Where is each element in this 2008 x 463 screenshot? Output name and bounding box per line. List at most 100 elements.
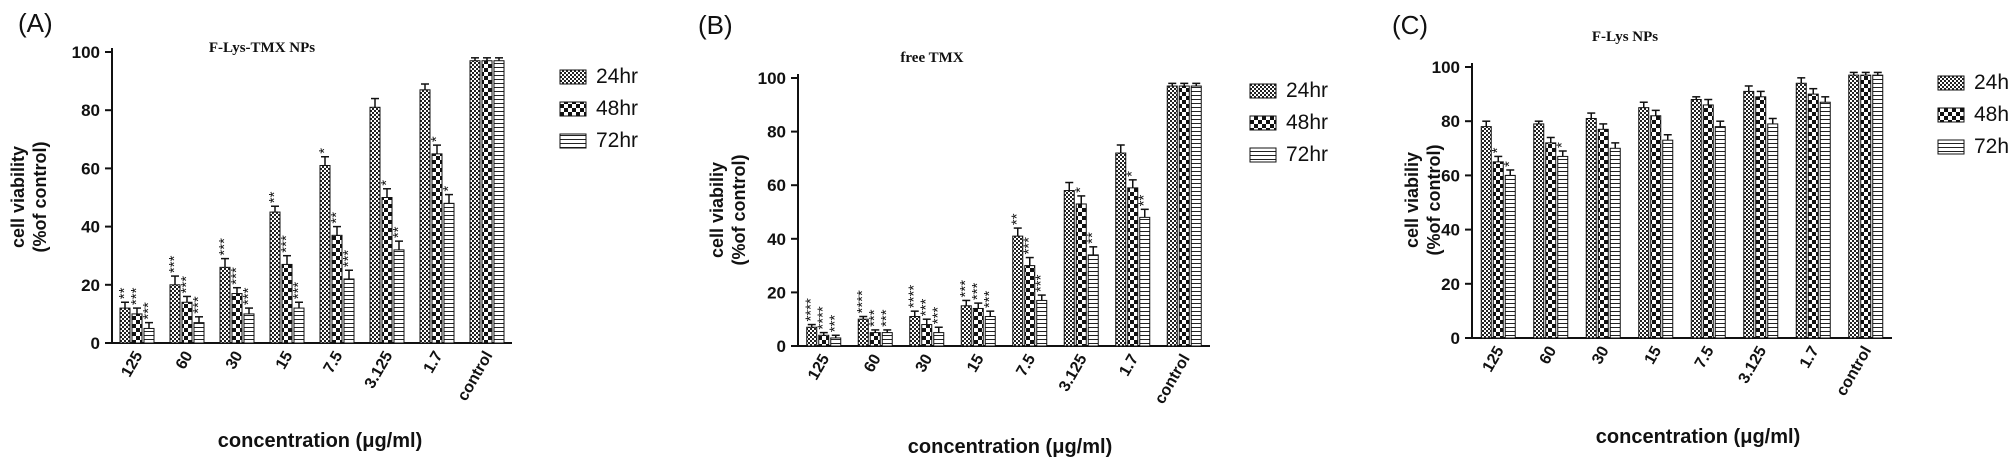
significance-label: *** [140, 302, 157, 320]
bar-72hr-control [493, 60, 505, 344]
significance-label: *** [878, 309, 895, 327]
y-axis-label: cell viabiliy (%of control) [1402, 145, 1444, 256]
bar-48hr-15 [972, 307, 984, 347]
legend-swatch-48hr [1937, 107, 1965, 123]
bar-48hr-125 [1492, 161, 1504, 339]
bar-48hr-1.7 [1127, 187, 1139, 347]
x-tick-label: 60 [1537, 343, 1561, 367]
legend-swatch-48hr [1249, 115, 1277, 131]
significance-label: *** [278, 235, 295, 253]
significance-label: * [378, 180, 395, 186]
x-tick-label: 15 [1642, 343, 1666, 367]
significance-label: *** [969, 282, 986, 300]
bar-48hr-3.125 [1755, 96, 1767, 339]
chart-panel-a: (A) F-Lys-TMX NPs 0 20 40 60 80 100 cell viabili… [0, 0, 680, 463]
legend-swatch-24hr [1249, 83, 1277, 99]
legend-label-48hr: 48hr [596, 97, 638, 120]
bar-24hr-1.7 [1795, 82, 1807, 339]
y-tick-label: 80 [1441, 112, 1460, 131]
y-tick-label: 40 [767, 230, 786, 249]
bar-24hr-15 [1638, 107, 1650, 339]
bar-48hr-3.125 [381, 197, 393, 344]
x-tick-label: 30 [1589, 343, 1613, 367]
bar-72hr-60 [881, 332, 893, 347]
significance-label: *** [240, 287, 257, 305]
bar-24hr-3.125 [1743, 90, 1755, 339]
bar-24hr-7.5 [1690, 99, 1702, 339]
bar-72hr-control [1190, 85, 1202, 347]
bar-72hr-7.5 [1036, 299, 1048, 347]
bar-48hr-7.5 [1702, 104, 1714, 339]
bar-72hr-30 [1609, 147, 1621, 339]
significance-label: * [1489, 147, 1506, 153]
bar-24hr-3.125 [369, 106, 381, 344]
significance-label: ** [1136, 194, 1153, 206]
bar-24hr-30 [909, 316, 921, 347]
significance-label: *** [190, 296, 207, 314]
x-axis-label: concentration (μg/ml) [1596, 426, 1800, 448]
bar-48hr-15 [1650, 115, 1662, 339]
significance-label: *** [981, 290, 998, 308]
significance-label: * [440, 186, 457, 192]
significance-label: *** [918, 299, 935, 317]
bar-72hr-1.7 [1819, 101, 1831, 339]
legend-label-48hr: 48hr [1286, 111, 1328, 134]
y-tick-label: 100 [758, 69, 786, 88]
significance-label: *** [957, 280, 974, 298]
significance-label: *** [216, 238, 233, 256]
bar-72hr-1.7 [1139, 216, 1151, 347]
x-tick-label: 1.7 [1797, 343, 1823, 371]
y-tick-label: 40 [81, 218, 100, 237]
bar-72hr-3.125 [1087, 254, 1099, 347]
y-tick-label: 20 [1441, 275, 1460, 294]
legend-swatch-48hr [559, 101, 587, 117]
significance-label: ** [1084, 232, 1101, 244]
bar-48hr-control [481, 60, 493, 344]
bar-24hr-15 [960, 305, 972, 347]
legend-label-24hr: 24hr [1974, 71, 2008, 94]
significance-label: * [1124, 171, 1141, 177]
significance-label: ** [116, 287, 133, 299]
bar-24hr-125 [119, 307, 131, 344]
x-tick-label: 1.7 [1116, 351, 1142, 379]
x-tick-label: 125 [805, 351, 833, 383]
legend-label-24hr: 24hr [596, 65, 638, 88]
bar-24hr-60 [1533, 123, 1545, 339]
significance-label: ** [390, 226, 407, 238]
x-tick-label: 7.5 [321, 348, 347, 376]
x-tick-label: 3.125 [362, 348, 397, 391]
y-axis-label-line2: (%of control) [30, 142, 50, 253]
significance-label: *** [1021, 237, 1038, 255]
bar-48hr-30 [1597, 128, 1609, 339]
bar-72hr-125 [830, 337, 842, 347]
y-tick-label: 20 [767, 283, 786, 302]
chart-title: F-Lys NPs [1592, 29, 1658, 45]
y-tick-label: 60 [1441, 166, 1460, 185]
y-tick-label: 20 [81, 276, 100, 295]
bar-24hr-control [469, 60, 481, 344]
bar-72hr-30 [243, 313, 255, 344]
bar-72hr-60 [1557, 155, 1569, 339]
bar-48hr-60 [1545, 142, 1557, 339]
chart-title: free TMX [900, 50, 963, 66]
significance-label: * [428, 136, 445, 142]
legend-swatch-72hr [1937, 139, 1965, 155]
chart-panel-b: (B) free TMX 0 20 40 60 80 100 cell viabiliy (%of… [690, 0, 1370, 463]
x-tick-label: control [1152, 352, 1194, 407]
bar-72hr-3.125 [1767, 123, 1779, 339]
x-tick-label: control [455, 349, 497, 404]
significance-label: ** [266, 191, 283, 203]
legend-label-72hr: 72hr [596, 129, 638, 152]
y-axis-label: cell viability (%of control) [8, 142, 50, 253]
panel-label: (A) [18, 8, 53, 38]
legend-swatch-24hr [1937, 75, 1965, 91]
significance-label: * [1554, 142, 1571, 148]
bar-24hr-7.5 [319, 164, 331, 344]
chart-b-svg: (B) free TMX 0 20 40 60 80 100 cell viabiliy (%of… [698, 10, 1328, 458]
bar-48hr-3.125 [1075, 203, 1087, 347]
y-tick-label: 0 [1451, 329, 1460, 348]
y-axis-label: cell viabiliy (%of control) [707, 155, 749, 266]
bar-48hr-control [1178, 85, 1190, 347]
significance-label: **** [906, 285, 923, 309]
significance-label: * [316, 148, 333, 154]
